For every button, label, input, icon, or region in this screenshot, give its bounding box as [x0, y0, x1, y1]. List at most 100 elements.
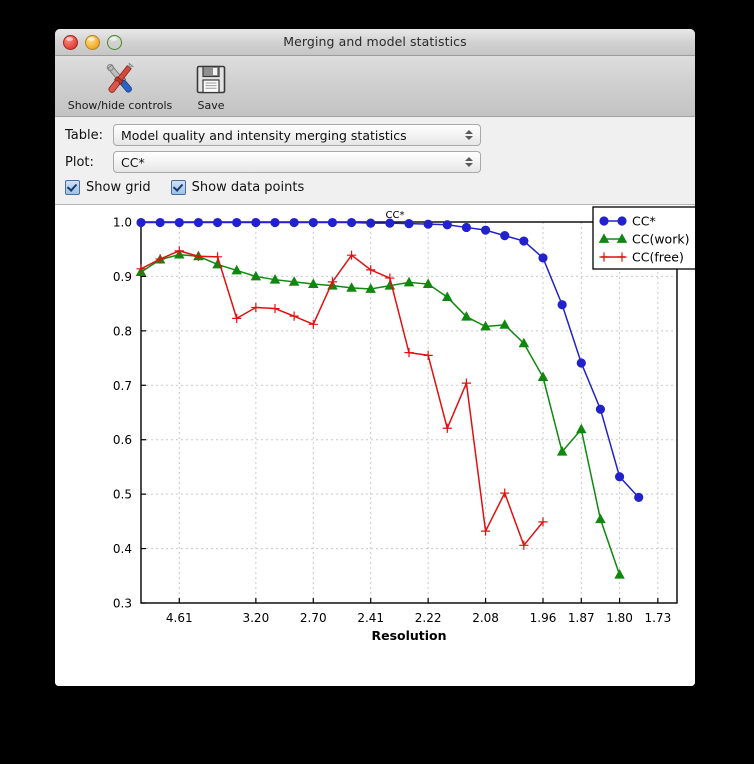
data-point-marker — [232, 313, 242, 323]
data-point-marker — [251, 217, 261, 228]
data-point-marker — [289, 311, 299, 321]
table-select[interactable]: Model quality and intensity merging stat… — [113, 124, 481, 146]
data-point-marker — [442, 220, 452, 230]
data-point-marker — [556, 446, 568, 456]
data-point-marker — [212, 217, 223, 228]
data-point-marker — [423, 350, 433, 360]
data-point-marker — [500, 231, 510, 241]
x-axis-tick-label: 2.70 — [300, 611, 327, 625]
data-point-marker — [385, 218, 395, 228]
data-point-marker — [385, 273, 395, 283]
minimize-button[interactable] — [85, 35, 100, 50]
data-point-marker — [251, 302, 261, 313]
application-window: Merging and model statistics — [55, 29, 695, 686]
x-axis-title: Resolution — [371, 628, 446, 643]
y-axis-tick-label: 0.8 — [113, 324, 132, 338]
window-title: Merging and model statistics — [283, 34, 467, 49]
data-point-marker — [231, 264, 242, 275]
show-grid-checkbox[interactable] — [65, 179, 80, 195]
plot-select[interactable]: CC* — [113, 151, 481, 173]
series-line — [140, 250, 544, 547]
data-point-marker — [269, 274, 281, 284]
data-point-marker — [289, 217, 299, 228]
data-point-marker — [614, 569, 625, 579]
data-point-marker — [136, 217, 146, 228]
floppy-disk-icon — [183, 59, 239, 99]
x-axis-tick-label: 2.41 — [357, 611, 384, 625]
chevron-updown-icon — [461, 126, 477, 144]
data-point-marker — [155, 217, 165, 228]
data-point-marker — [212, 252, 223, 262]
data-point-marker — [327, 277, 338, 287]
data-point-marker — [576, 358, 586, 368]
data-point-marker — [538, 253, 548, 263]
data-point-marker — [136, 264, 146, 274]
x-axis-tick-label: 4.61 — [166, 611, 193, 625]
show-data-points-checkbox[interactable] — [170, 179, 186, 195]
data-point-marker — [480, 526, 491, 536]
chart-legend: CC* CC(work) CC(free) — [592, 206, 695, 270]
data-point-marker — [404, 348, 414, 358]
data-point-marker — [404, 219, 414, 229]
show-grid-label: Show grid — [86, 179, 151, 195]
x-axis-tick-label: 2.08 — [472, 611, 499, 625]
data-point-marker — [193, 217, 204, 228]
x-axis-tick-label: 1.73 — [644, 611, 671, 625]
data-point-marker — [461, 222, 472, 233]
data-point-marker — [499, 319, 510, 329]
data-point-marker — [327, 217, 338, 228]
show-hide-controls-button[interactable]: Show/hide controls — [63, 59, 177, 112]
series-cc-free- — [136, 246, 548, 550]
x-axis-tick-label: 1.80 — [606, 611, 633, 625]
chart-canvas[interactable]: 1.0 0.9 0.8 0.7 0.6 0.5 0.4 0.3 4.61 3.20 2.70 2.41… — [55, 205, 695, 686]
data-point-marker — [270, 303, 280, 314]
table-select-value: Model quality and intensity merging stat… — [121, 127, 407, 143]
data-point-marker — [537, 371, 549, 382]
data-point-marker — [346, 282, 357, 292]
plot-row: Plot: CC* — [65, 150, 685, 174]
data-point-marker — [193, 251, 204, 261]
data-point-marker — [598, 233, 610, 243]
toolbar: Show/hide controls Save — [55, 56, 695, 117]
save-button[interactable]: Save — [183, 59, 239, 112]
data-point-marker — [538, 517, 548, 527]
tools-icon — [63, 59, 177, 99]
data-point-marker — [232, 217, 242, 228]
data-point-marker — [614, 472, 625, 482]
data-point-marker — [617, 252, 627, 262]
data-point-marker — [422, 278, 434, 288]
y-axis-tick-label: 0.7 — [113, 379, 132, 393]
save-label: Save — [197, 99, 225, 112]
series-cc- — [136, 217, 644, 503]
data-point-marker — [346, 250, 357, 260]
table-row: Table: Model quality and intensity mergi… — [65, 123, 685, 147]
plot-pane: 1.0 0.9 0.8 0.7 0.6 0.5 0.4 0.3 4.61 3.20 2.70 2.41… — [55, 205, 695, 686]
legend-label: CC(work) — [632, 232, 689, 247]
data-point-marker — [174, 246, 184, 256]
chevron-updown-icon — [461, 153, 477, 171]
data-point-marker — [557, 300, 567, 310]
data-point-marker — [617, 216, 627, 226]
data-point-marker — [616, 233, 628, 243]
table-label: Table: — [65, 127, 103, 143]
data-point-marker — [346, 217, 357, 228]
data-point-marker — [288, 276, 300, 286]
series-cc-work- — [135, 249, 625, 579]
close-button[interactable] — [63, 35, 78, 50]
x-axis-tick-label: 1.96 — [530, 611, 557, 625]
data-point-marker — [480, 225, 491, 235]
x-axis-tick-label: 2.22 — [415, 611, 442, 625]
checkbox-row: Show grid Show data points — [65, 177, 685, 197]
data-point-marker — [442, 423, 452, 433]
y-axis-tick-label: 0.4 — [113, 542, 132, 556]
data-point-marker — [423, 219, 433, 229]
legend-box — [592, 206, 695, 270]
plot-label: Plot: — [65, 154, 94, 170]
controls-panel: Table: Model quality and intensity mergi… — [55, 117, 695, 205]
zoom-button[interactable] — [107, 35, 122, 50]
y-axis-tick-label: 1.0 — [113, 216, 132, 230]
data-point-marker — [595, 513, 606, 524]
y-axis-tick-label: 0.5 — [113, 488, 132, 502]
data-point-marker — [480, 320, 491, 331]
